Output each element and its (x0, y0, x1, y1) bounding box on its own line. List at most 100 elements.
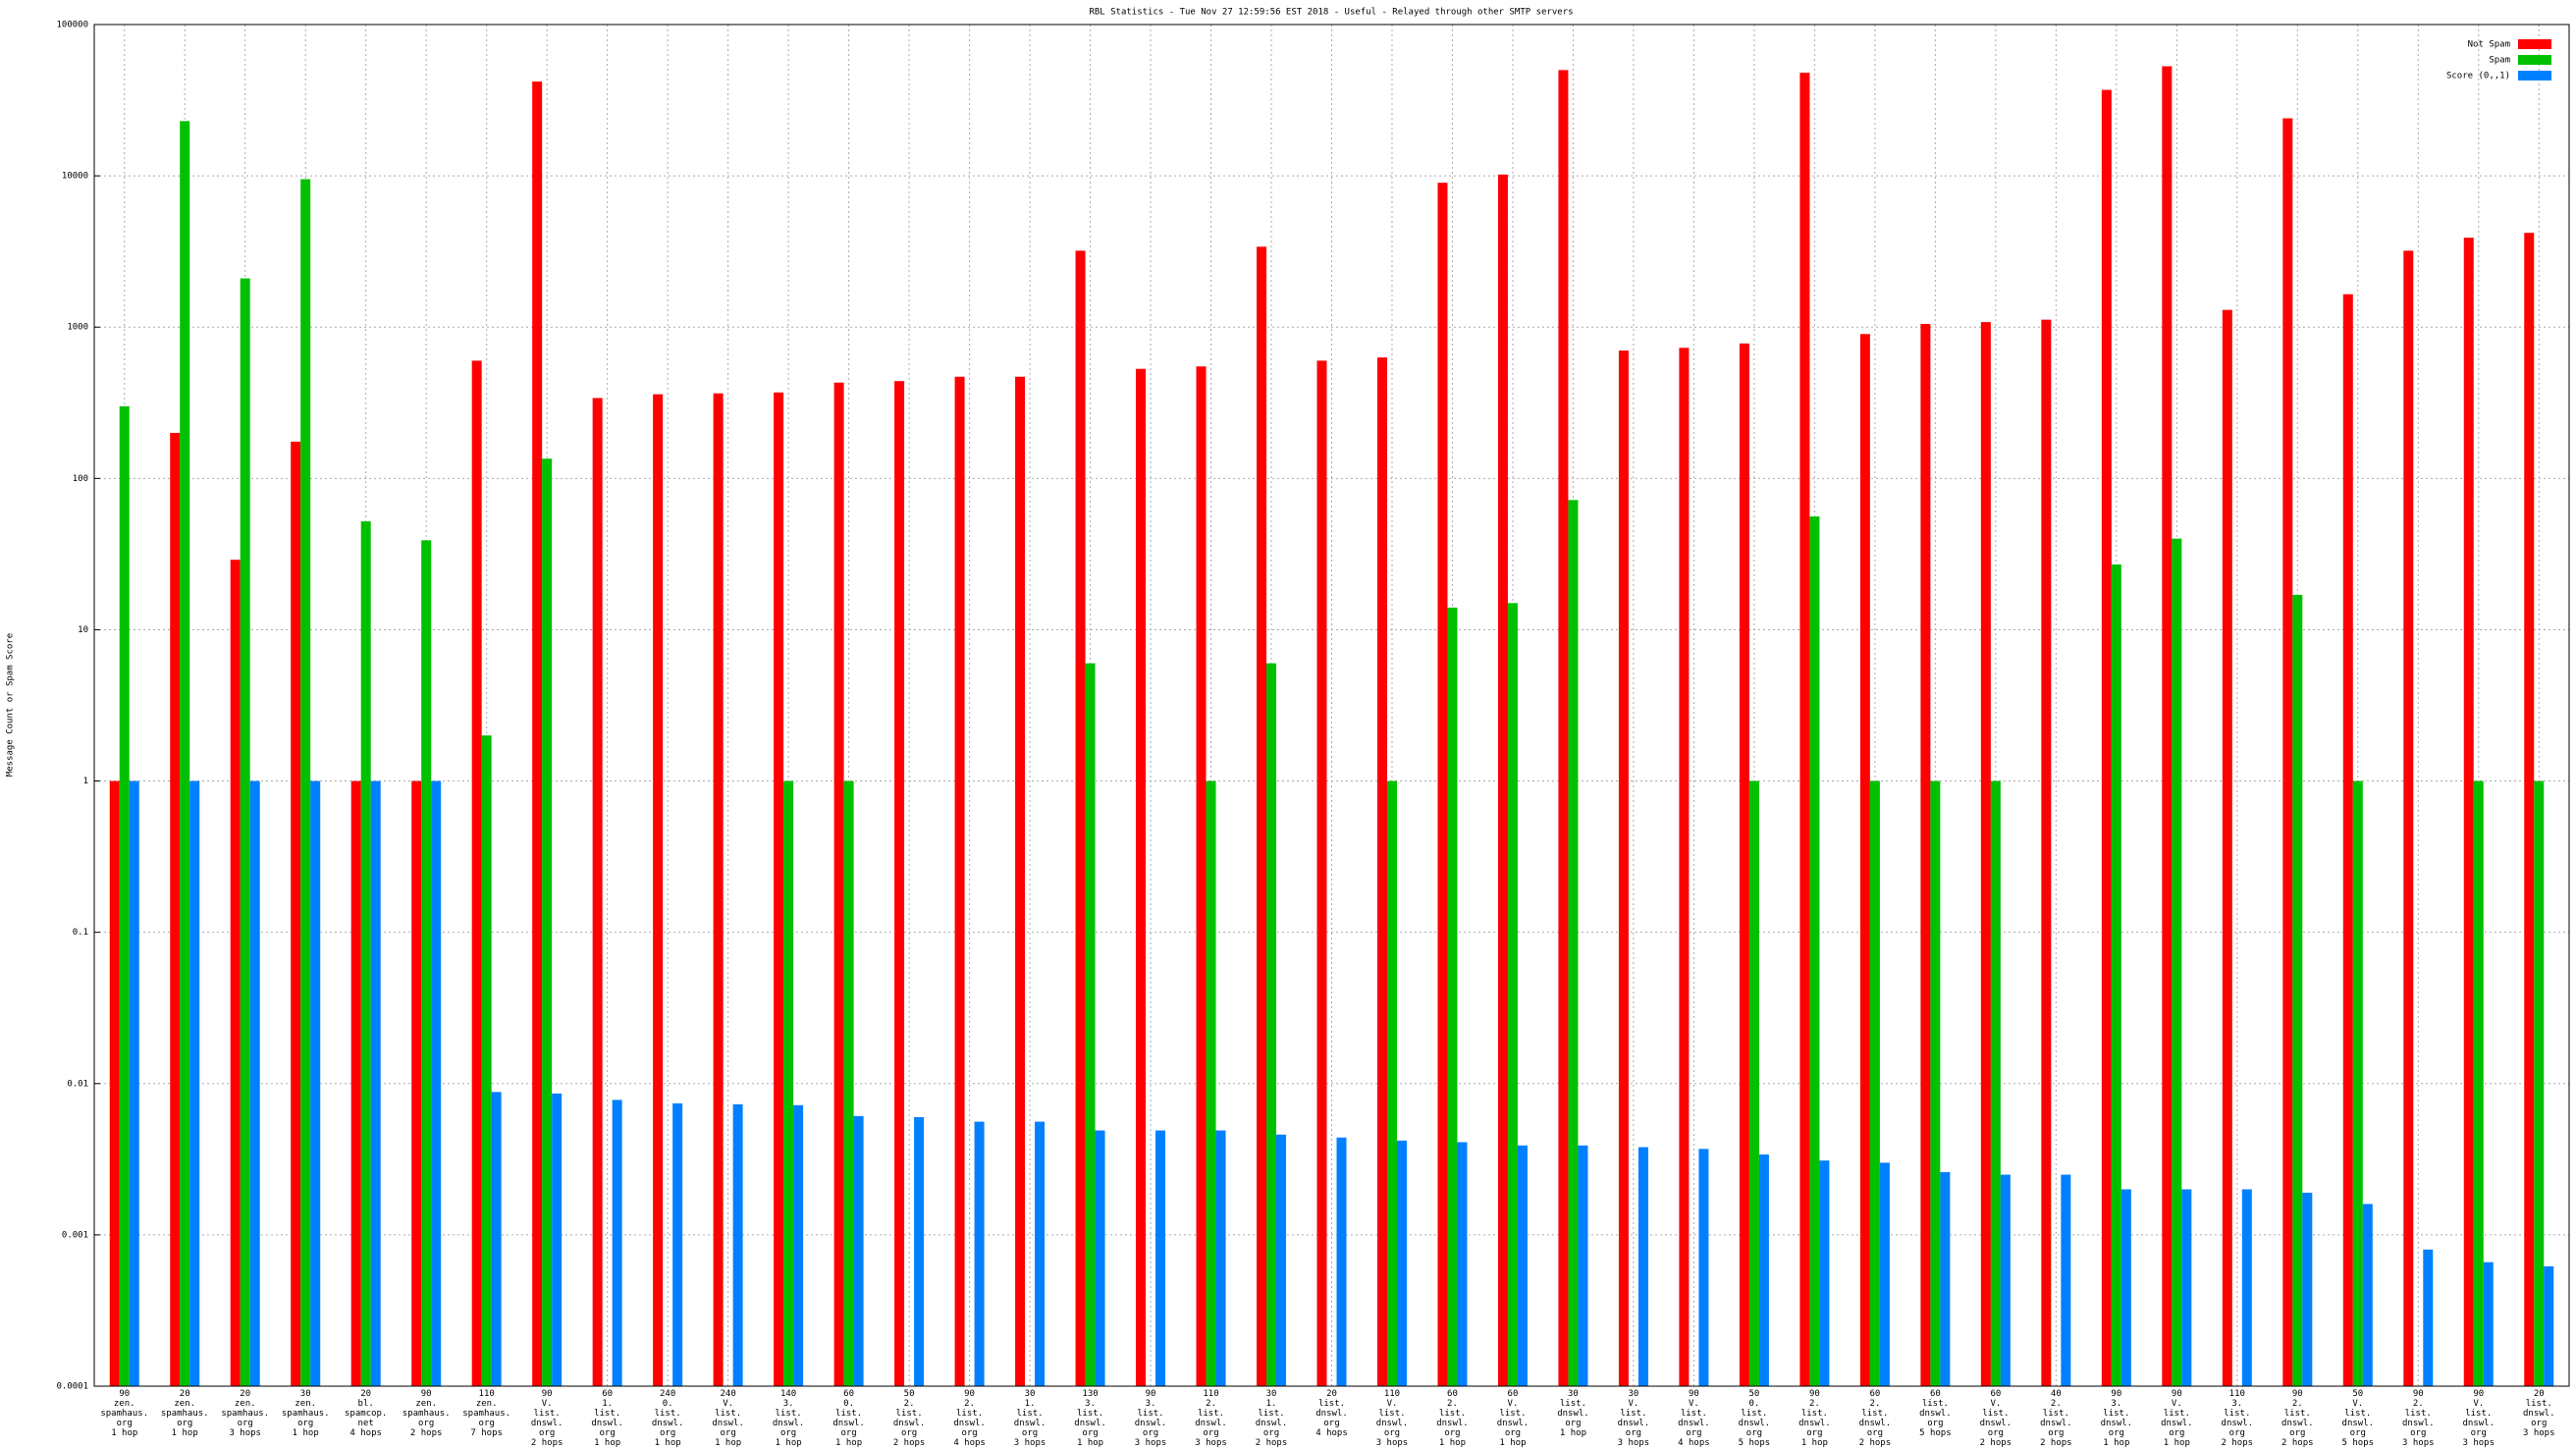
x-tick-label-line: org (1082, 1428, 1098, 1438)
x-tick-label-line: V. (1689, 1399, 1699, 1409)
x-tick-label: 60 2. list. dnswl. org 1 hop (1436, 1389, 1469, 1448)
bar (1276, 1134, 1287, 1386)
x-tick-label-line: org (297, 1419, 313, 1428)
x-tick-label: 90 2. list. dnswl. org 3 hops (2402, 1389, 2435, 1448)
x-tick-label-line: V. (2352, 1399, 2363, 1409)
x-tick-label-line: 20 (1326, 1389, 1337, 1399)
x-tick-label-line: org (2471, 1428, 2487, 1438)
x-tick-label-line: 2. (1206, 1399, 1216, 1409)
bar (431, 780, 442, 1386)
bar (2544, 1265, 2554, 1386)
x-tick-label-line: org (1505, 1428, 1521, 1438)
x-tick-label-line: 1 hop (655, 1438, 681, 1448)
x-tick-label-line: org (1927, 1419, 1943, 1428)
x-tick-label-line: list. (835, 1409, 862, 1419)
x-tick-label-line: 90 (1809, 1389, 1820, 1399)
x-tick-label: 90 zen. spamhaus. org 2 hops (402, 1389, 451, 1438)
x-tick-label-line: 60 (1447, 1389, 1458, 1399)
chart-title: RBL Statistics - Tue Nov 27 12:59:56 EST… (1089, 8, 1573, 18)
x-tick-label-line: spamhaus. (100, 1409, 148, 1419)
x-tick-label-line: list. (1439, 1409, 1466, 1419)
x-tick-label: 30 1. list. dnswl. org 3 hops (1014, 1389, 1046, 1448)
x-tick-label-line: org (2531, 1419, 2547, 1428)
x-tick-label: 30 zen. spamhaus. org 1 hop (282, 1389, 330, 1438)
x-tick-label-line: 50 (904, 1389, 915, 1399)
x-tick-label-line: 1. (602, 1399, 613, 1409)
x-tick-label-line: org (117, 1419, 133, 1428)
x-tick-label-line: list. (1801, 1409, 1828, 1419)
x-tick-label-line: 30 (1629, 1389, 1639, 1399)
x-tick-label-line: 1 hop (1439, 1438, 1466, 1448)
x-tick-label: 60 1. list. dnswl. org 1 hop (591, 1389, 623, 1448)
x-tick-label-line: 5 hops (1919, 1428, 1952, 1438)
x-tick-label-line: dnswl. (1739, 1419, 1771, 1428)
x-tick-label-line: org (1686, 1428, 1701, 1438)
x-tick-label-line: list. (956, 1409, 983, 1419)
x-tick-label-line: dnswl. (1980, 1419, 2012, 1428)
x-tick-label-line: 1. (1266, 1399, 1277, 1409)
x-tick-label-line: 60 (1869, 1389, 1880, 1399)
x-tick-label-line: 240 (720, 1389, 735, 1399)
bar (1336, 1137, 1347, 1386)
bar (310, 780, 321, 1386)
x-tick-label-line: 60 (1508, 1389, 1519, 1399)
x-tick-label-line: 2. (2292, 1399, 2303, 1409)
x-tick-label-line: V. (1387, 1399, 1398, 1409)
bar (2362, 1204, 2373, 1386)
bar (1859, 334, 1870, 1387)
x-tick-label-line: dnswl. (2402, 1419, 2435, 1428)
x-tick-label-line: 4 hops (1315, 1428, 1348, 1438)
x-tick-label-line: dnswl. (652, 1419, 684, 1428)
x-tick-label-line: 90 (2172, 1389, 2182, 1399)
x-tick-label-line: list. (1077, 1409, 1103, 1419)
bar (894, 381, 905, 1386)
bar (853, 1115, 864, 1386)
x-tick-label-line: list. (715, 1409, 741, 1419)
x-tick-label-line: 1 hop (594, 1438, 620, 1448)
x-tick-label-line: 60 (1990, 1389, 2001, 1399)
x-tick-label-line: V. (723, 1399, 733, 1409)
x-tick-label: 30 V. list. dnswl. org 3 hops (1618, 1389, 1650, 1448)
x-tick-label-line: 4 hops (349, 1428, 382, 1438)
bar (1637, 1147, 1648, 1386)
x-tick-label: 240 V. list. dnswl. org 1 hop (712, 1389, 744, 1448)
x-tick-label: 50 0. list. dnswl. org 5 hops (1739, 1389, 1771, 1448)
bar (2162, 66, 2173, 1386)
x-tick-label: 110 V. list. dnswl. org 3 hops (1376, 1389, 1409, 1448)
x-tick-label-line: 90 (421, 1389, 432, 1399)
x-tick-label-line: dnswl. (2101, 1419, 2133, 1428)
bar (350, 780, 361, 1386)
bar (1980, 322, 1991, 1386)
x-tick-label-line: 2 hops (1980, 1438, 2012, 1448)
bar (974, 1121, 985, 1386)
x-tick-label-line: spamhaus. (462, 1409, 510, 1419)
x-tick-label-line: 2 hops (531, 1438, 564, 1448)
x-tick-label-line: org (720, 1428, 735, 1438)
x-tick-label-line: 1 hop (835, 1438, 862, 1448)
x-tick-label: 110 2. list. dnswl. org 3 hops (1195, 1389, 1227, 1448)
x-tick-label-line: 3 hops (2523, 1428, 2555, 1438)
bar (180, 121, 190, 1386)
bar (1196, 366, 1207, 1386)
x-tick-label-line: 0. (663, 1399, 673, 1409)
x-tick-label-line: 2 hops (2040, 1438, 2072, 1448)
bar (421, 540, 432, 1386)
x-tick-label-line: org (2048, 1428, 2064, 1438)
x-tick-label-line: dnswl. (1678, 1419, 1710, 1428)
x-tick-label-line: list. (1560, 1399, 1586, 1409)
x-tick-label-line: 1 hop (1801, 1438, 1828, 1448)
bar (1136, 368, 1147, 1387)
legend-swatch (2518, 55, 2551, 65)
x-tick-label-line: org (600, 1428, 616, 1438)
bar (471, 360, 482, 1386)
x-tick-label-line: 30 (1025, 1389, 1036, 1399)
x-tick-label-line: list. (896, 1409, 923, 1419)
x-tick-label-line: 2 hops (410, 1428, 443, 1438)
x-tick-label-line: dnswl. (1074, 1419, 1106, 1428)
x-tick-label-line: 3 hops (1618, 1438, 1650, 1448)
x-tick-label-line: 2 hops (1256, 1438, 1288, 1448)
x-tick-label-line: 2. (1809, 1399, 1820, 1409)
bar (1215, 1130, 1226, 1386)
x-tick-label-line: 90 (1146, 1389, 1156, 1399)
